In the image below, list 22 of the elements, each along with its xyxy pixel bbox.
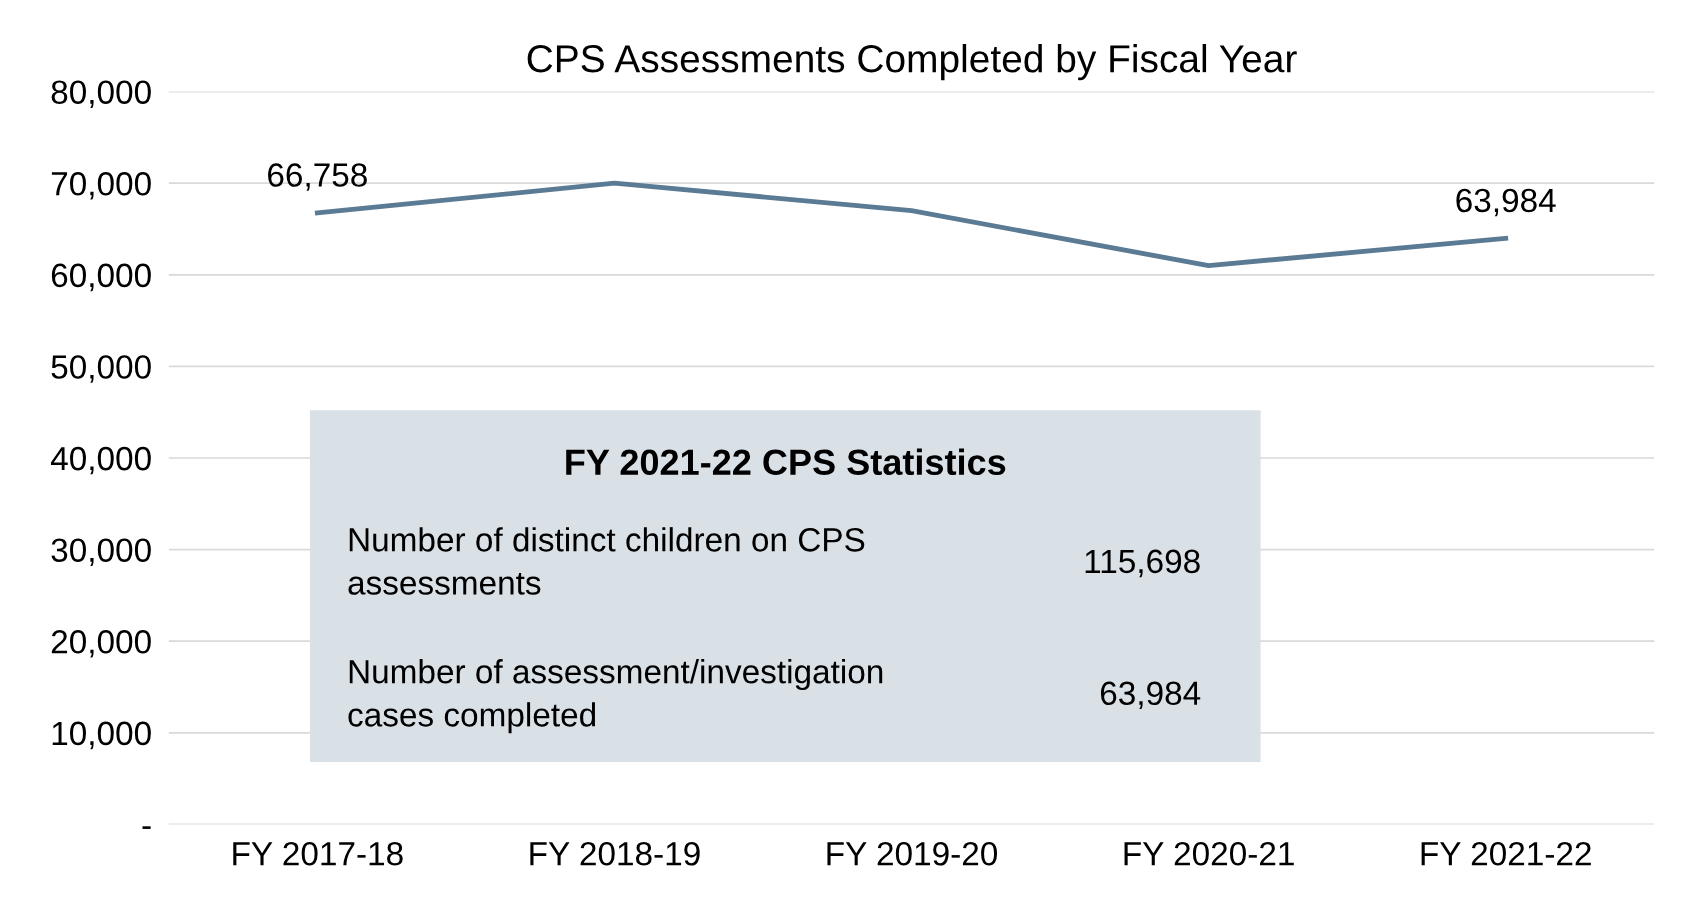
chart-title: CPS Assessments Completed by Fiscal Year [527,43,1297,81]
y-tick-label: 30,000 [51,538,151,566]
y-tick-label: 80,000 [51,80,151,108]
annotation: Number of assessment/investigation cases completed [348,659,883,734]
y-tick-label: 20,000 [51,630,151,658]
annotation: FY 2021-22 CPS Statistics [566,448,1006,476]
data-label: 66,758 [268,163,367,191]
x-tick-label: FY 2017-18 [233,841,403,866]
data-label: 63,984 [1456,188,1556,217]
x-tick-label: FY 2021-22 [1421,841,1591,866]
y-tick-label: 70,000 [51,172,151,200]
y-tick-label: 50,000 [51,355,151,383]
x-tick-label: FY 2020-21 [1124,841,1294,866]
x-tick-label: FY 2019-20 [827,841,998,866]
y-tick-label: 60,000 [51,263,151,292]
y-tick-label: 10,000 [52,721,151,750]
annotation: 63,984 [1100,681,1201,710]
annotation: 115,698 [1085,549,1200,578]
y-tick-label: 40,000 [50,446,151,475]
y-tick-label: - [142,826,151,829]
x-tick-label: FY 2018-19 [530,841,700,866]
annotation: Number of distinct children on CPS assessments [348,527,865,595]
